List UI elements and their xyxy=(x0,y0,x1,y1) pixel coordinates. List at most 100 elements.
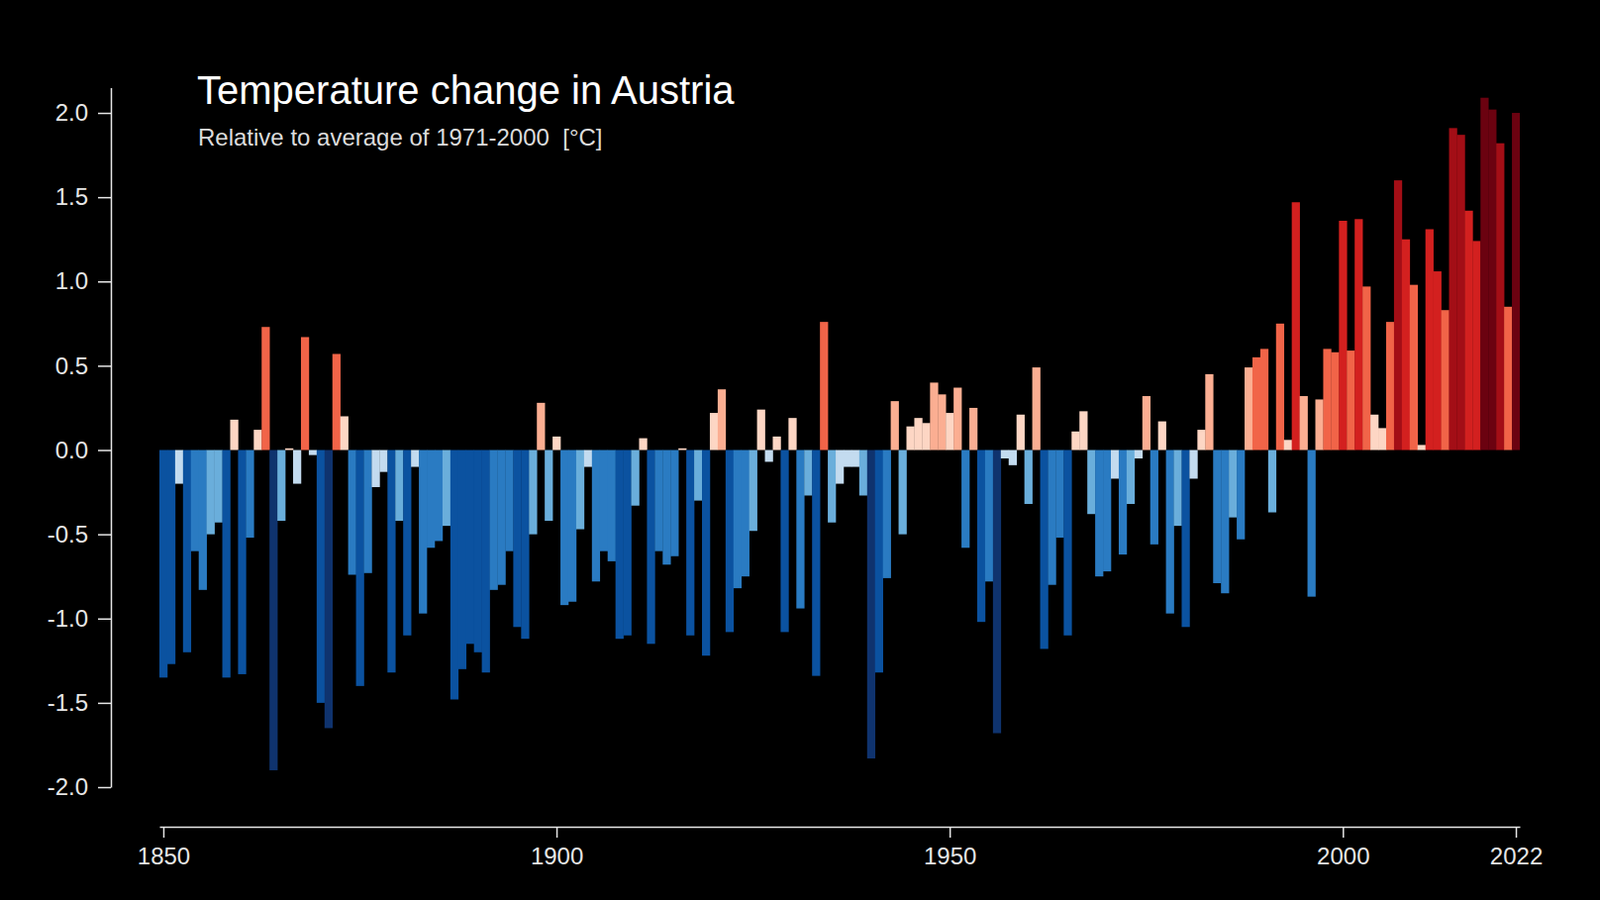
bar xyxy=(1095,450,1103,578)
bar xyxy=(1346,350,1355,450)
bar xyxy=(159,450,168,679)
bar xyxy=(324,450,333,729)
y-tick-mark xyxy=(98,449,111,452)
bar xyxy=(458,450,467,670)
y-tick-mark xyxy=(98,112,111,115)
bar xyxy=(387,450,396,674)
bar xyxy=(1000,450,1009,460)
bar xyxy=(717,389,726,450)
bar xyxy=(379,450,388,473)
y-tick-label: -1.5 xyxy=(47,689,89,716)
bar xyxy=(709,412,718,450)
bar xyxy=(402,450,411,636)
bar xyxy=(757,409,766,451)
bar xyxy=(1315,399,1324,450)
bar xyxy=(1370,414,1379,451)
bar xyxy=(1150,450,1159,545)
bar xyxy=(646,450,655,645)
bar xyxy=(1142,396,1151,450)
x-tick-label: 1850 xyxy=(137,842,191,870)
bar xyxy=(1330,352,1339,451)
bar xyxy=(191,450,200,552)
y-tick-label: 2.0 xyxy=(55,99,89,126)
y-tick-mark xyxy=(98,533,111,536)
bar xyxy=(851,450,860,468)
bar xyxy=(694,450,702,501)
bar xyxy=(1472,240,1481,450)
bar xyxy=(662,450,671,566)
bar xyxy=(1401,239,1410,451)
subtitle: Relative to average of 1971-2000 [°C] xyxy=(198,123,603,151)
bar xyxy=(316,450,325,703)
y-tick-label: -1.0 xyxy=(47,604,89,632)
bar xyxy=(686,450,695,636)
bar xyxy=(749,450,758,532)
bar xyxy=(1252,357,1261,451)
bar xyxy=(1024,450,1033,504)
bar xyxy=(308,450,317,456)
x-axis: 18501900195020002022 xyxy=(137,826,1543,870)
y-tick: -1.0 xyxy=(47,604,111,632)
bar xyxy=(788,417,797,450)
y-tick-label: -2.0 xyxy=(47,773,89,800)
bar xyxy=(1362,286,1371,450)
y-tick: -1.5 xyxy=(47,689,111,716)
bar xyxy=(929,382,938,450)
bar xyxy=(1220,450,1229,595)
bar xyxy=(827,450,836,523)
bar xyxy=(906,426,915,451)
bar xyxy=(340,415,349,450)
bar xyxy=(1102,450,1111,573)
bar xyxy=(811,450,820,677)
bar xyxy=(631,450,640,506)
bar xyxy=(977,450,986,623)
y-tick-label: 1.5 xyxy=(55,183,89,210)
bar xyxy=(772,436,781,451)
bar xyxy=(819,321,828,450)
bar xyxy=(277,450,286,522)
bar xyxy=(1503,306,1512,451)
bar xyxy=(418,450,427,614)
bar xyxy=(214,450,223,523)
bar xyxy=(482,450,491,674)
y-axis-line xyxy=(110,88,113,789)
bar xyxy=(450,450,459,700)
y-tick-label: 0.5 xyxy=(55,352,89,380)
bar xyxy=(843,450,852,468)
bar xyxy=(528,450,537,535)
bar xyxy=(803,450,812,497)
x-tick-mark xyxy=(1515,826,1518,838)
bar xyxy=(1110,450,1119,480)
bar xyxy=(293,450,301,485)
y-tick: 0.0 xyxy=(55,436,111,464)
bars xyxy=(159,98,1520,771)
bar xyxy=(356,450,365,687)
bar xyxy=(725,450,734,633)
bar xyxy=(1338,220,1347,451)
bar xyxy=(921,422,930,450)
y-tick-label: 0.0 xyxy=(55,436,89,464)
bar xyxy=(913,417,922,450)
bar xyxy=(426,450,435,549)
bar xyxy=(1040,450,1049,650)
bar xyxy=(993,450,1001,734)
bar xyxy=(678,448,687,451)
bar xyxy=(245,450,254,539)
y-tick-mark xyxy=(98,787,111,790)
bar xyxy=(1386,321,1395,450)
bar xyxy=(1236,450,1245,540)
bar xyxy=(175,450,184,485)
y-tick: 1.5 xyxy=(55,183,111,210)
bar xyxy=(1166,450,1175,614)
x-tick: 1850 xyxy=(137,826,191,870)
bar xyxy=(348,450,357,576)
bar xyxy=(442,450,451,527)
bar xyxy=(899,450,907,535)
bar xyxy=(733,450,742,590)
bar xyxy=(867,450,876,760)
bar xyxy=(1292,201,1300,450)
bar xyxy=(261,326,270,450)
bar xyxy=(1244,367,1253,450)
x-tick-label: 1900 xyxy=(530,842,584,870)
bar xyxy=(544,450,553,522)
